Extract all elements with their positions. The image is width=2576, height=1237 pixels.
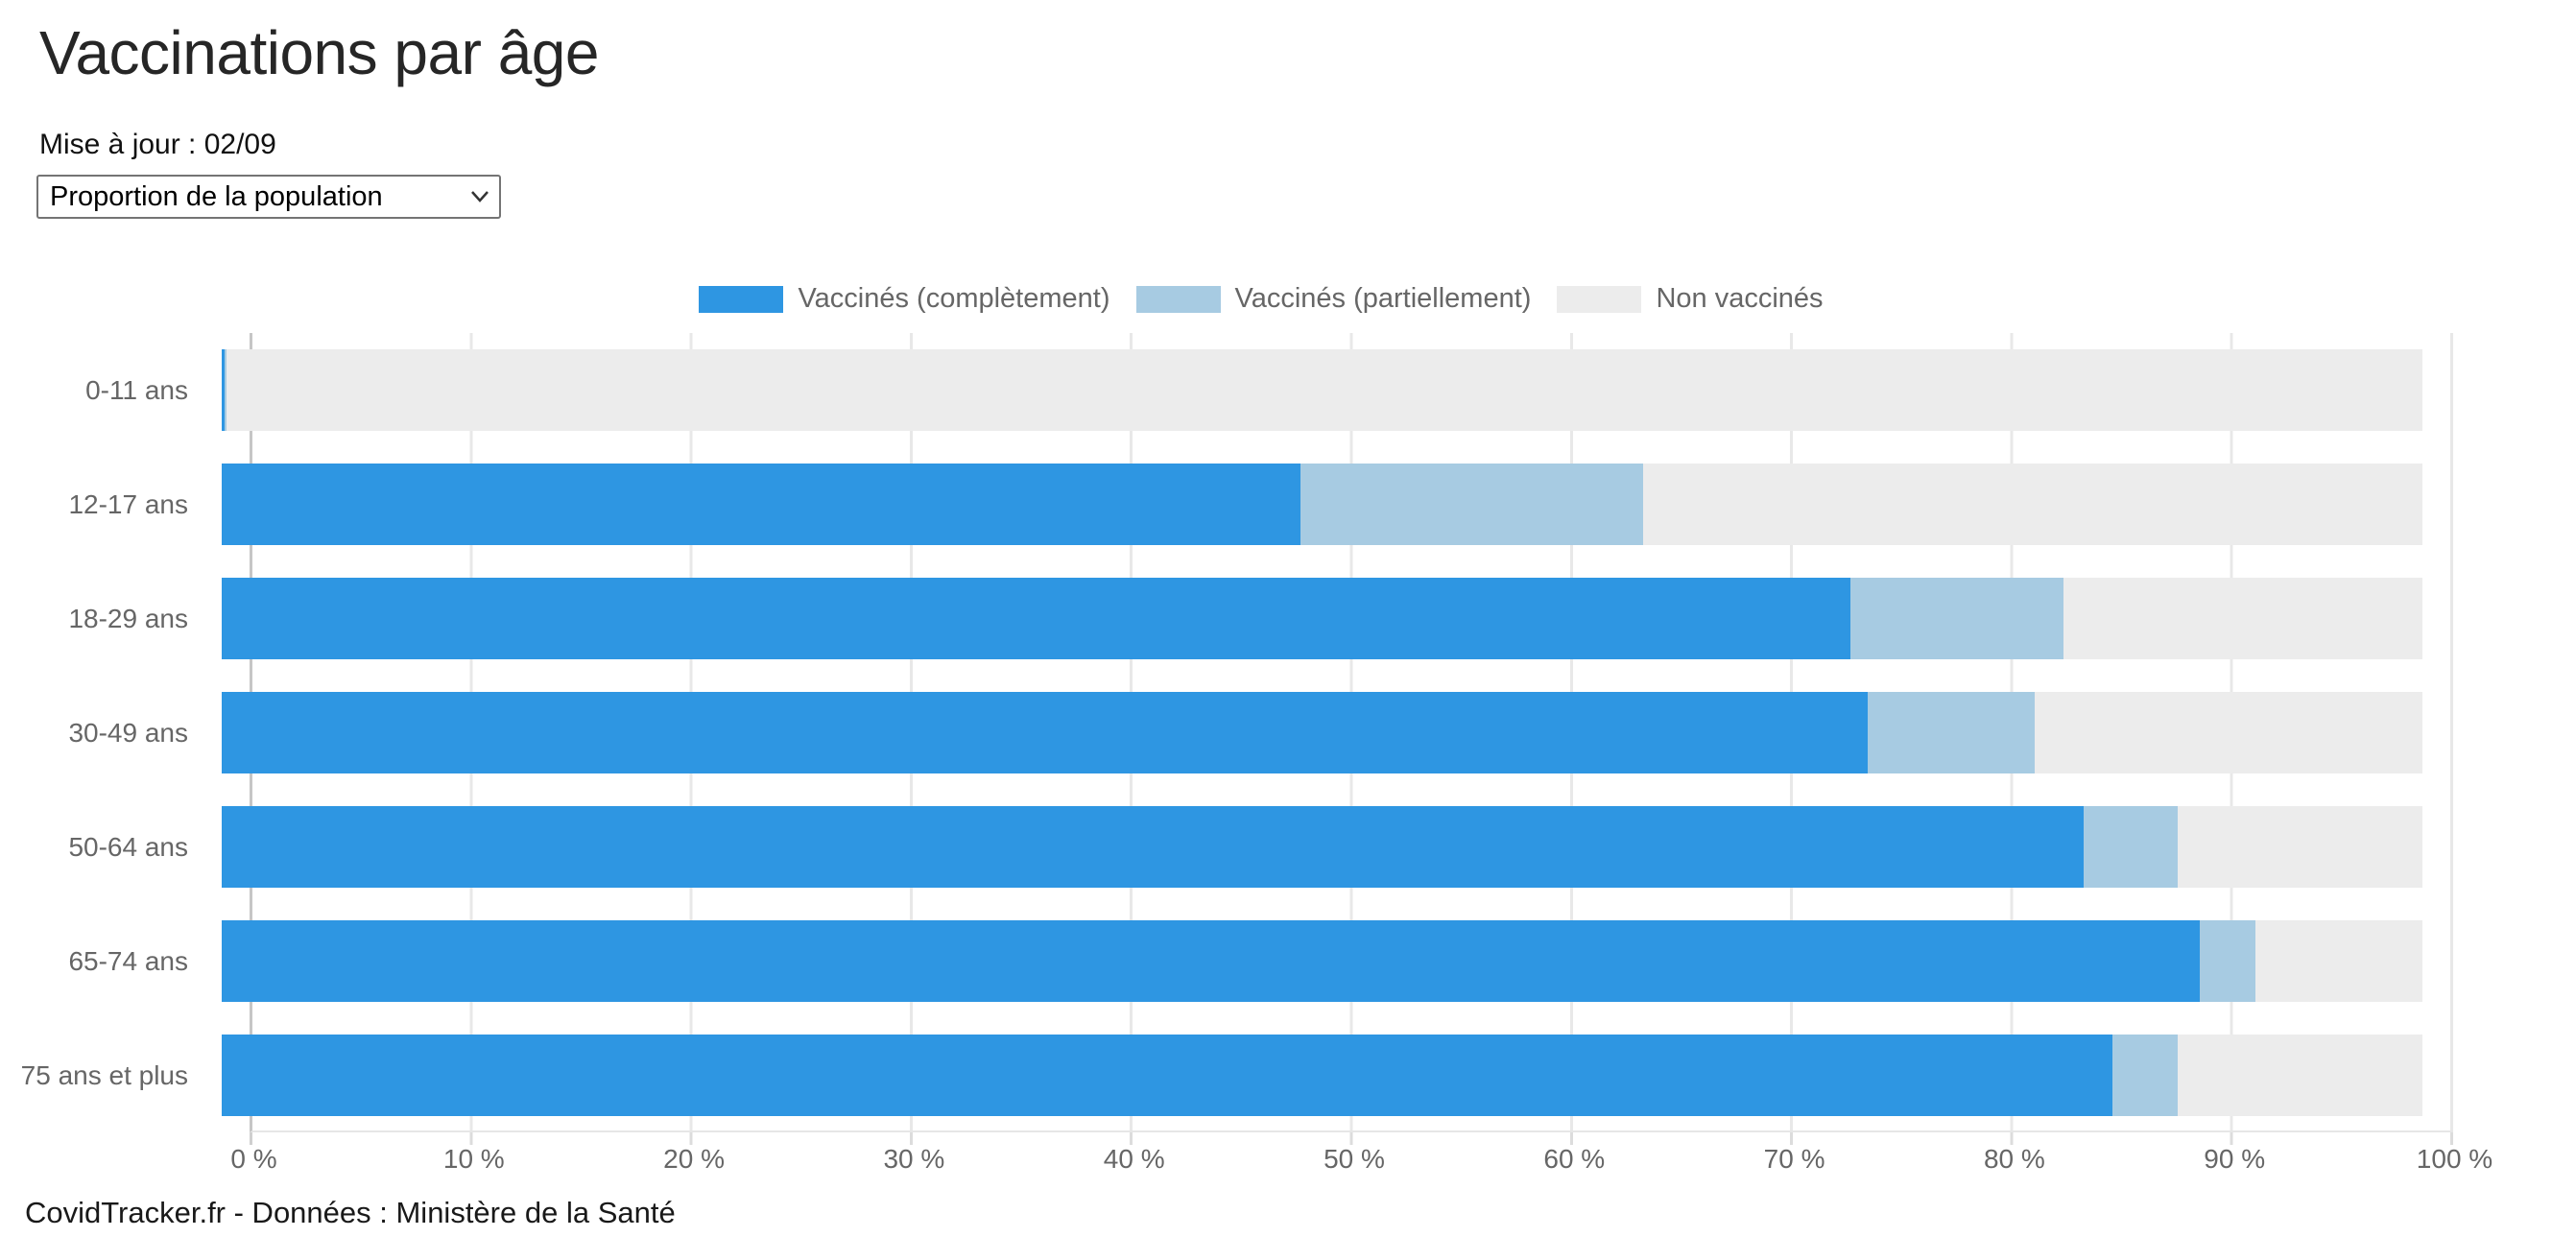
bar-track [222,349,2422,431]
chart-row: 65-74 ans [0,904,2453,1018]
metric-select[interactable]: Proportion de la population [36,175,501,219]
chart-area: 0-11 ans 12-17 ans 18-29 ans 30-49 ans 50-64… [0,333,2576,1132]
legend-label: Vaccinés (partiellement) [1234,283,1532,314]
legend-swatch [1557,285,1642,313]
bar-segment-complete[interactable] [222,349,226,431]
row-label: 50-64 ans [68,831,188,862]
bar-segment-partial[interactable] [1849,578,2064,659]
row-label: 12-17 ans [68,488,188,519]
footer-credit: CovidTracker.fr - Données : Ministère de… [25,1196,676,1229]
bar-segment-unvaccinated[interactable] [1643,464,2422,545]
legend-swatch [1135,285,1221,313]
chart-row: 75 ans et plus [0,1018,2453,1132]
x-tick-label: 70 % [1763,1144,1825,1174]
x-tick-label: 30 % [883,1144,945,1174]
chart-legend: Vaccinés (complètement) Vaccinés (partiel… [0,283,2549,315]
x-tick-label: 40 % [1103,1144,1165,1174]
bar-segment-unvaccinated[interactable] [2063,578,2422,659]
bar-segment-partial[interactable] [1868,692,2036,773]
chart-row: 0-11 ans [0,333,2453,447]
update-date: Mise à jour : 02/09 [39,129,276,160]
bar-segment-unvaccinated[interactable] [2254,920,2422,1002]
bar-track [222,806,2422,888]
bar-track [222,464,2422,545]
chart-row: 12-17 ans [0,447,2453,561]
page-title: Vaccinations par âge [39,18,599,87]
bar-segment-partial[interactable] [2083,806,2179,888]
bar-track [222,692,2422,773]
bar-segment-complete[interactable] [222,692,1869,773]
x-axis: 0 % 10 % 20 % 30 % 40 % 50 % 60 % 70 % 80 % 90 % 1… [230,1144,2493,1182]
bar-segment-partial[interactable] [225,349,227,431]
x-tick-label: 20 % [663,1144,726,1174]
bar-track [222,578,2422,659]
bar-segment-partial[interactable] [2200,920,2255,1002]
x-tick-label: 10 % [442,1144,505,1174]
bar-segment-complete[interactable] [222,1035,2112,1116]
bar-segment-partial[interactable] [2111,1035,2179,1116]
legend-item[interactable]: Vaccinés (partiellement) [1135,283,1532,315]
bar-track [222,920,2422,1002]
row-label: 18-29 ans [68,603,188,633]
x-tick-label: 50 % [1324,1144,1385,1174]
legend-item[interactable]: Non vaccinés [1557,283,1824,315]
bar-segment-complete[interactable] [222,578,1850,659]
x-axis-tick-marks [250,1132,2453,1145]
bar-segment-unvaccinated[interactable] [2035,692,2422,773]
chart-row: 50-64 ans [0,790,2453,904]
bar-segment-unvaccinated[interactable] [2178,1035,2422,1116]
x-tick-label: 80 % [1983,1144,2045,1174]
chart-row: 30-49 ans [0,676,2453,790]
bar-segment-complete[interactable] [222,464,1300,545]
bar-segment-complete[interactable] [222,920,2201,1002]
row-label: 75 ans et plus [20,1059,188,1090]
row-label: 0-11 ans [85,374,188,405]
bar-segment-unvaccinated[interactable] [226,349,2422,431]
x-tick-label: 60 % [1543,1144,1606,1174]
legend-label: Non vaccinés [1656,283,1824,314]
row-label: 30-49 ans [68,717,188,748]
legend-swatch [699,285,784,313]
chart-rows: 0-11 ans 12-17 ans 18-29 ans 30-49 ans 50-64… [0,333,2453,1132]
x-tick-label: 100 % [2416,1144,2493,1174]
x-tick-label: 0 % [230,1144,277,1174]
metric-select-wrap: Proportion de la population [36,175,501,219]
x-tick-label: 90 % [2204,1144,2266,1174]
legend-item[interactable]: Vaccinés (complètement) [699,283,1110,315]
chart-row: 18-29 ans [0,561,2453,676]
row-label: 65-74 ans [68,945,188,976]
bar-segment-partial[interactable] [1300,464,1644,545]
bar-track [222,1035,2422,1116]
bar-segment-unvaccinated[interactable] [2178,806,2422,888]
bar-segment-complete[interactable] [222,806,2084,888]
legend-label: Vaccinés (complètement) [798,283,1110,314]
